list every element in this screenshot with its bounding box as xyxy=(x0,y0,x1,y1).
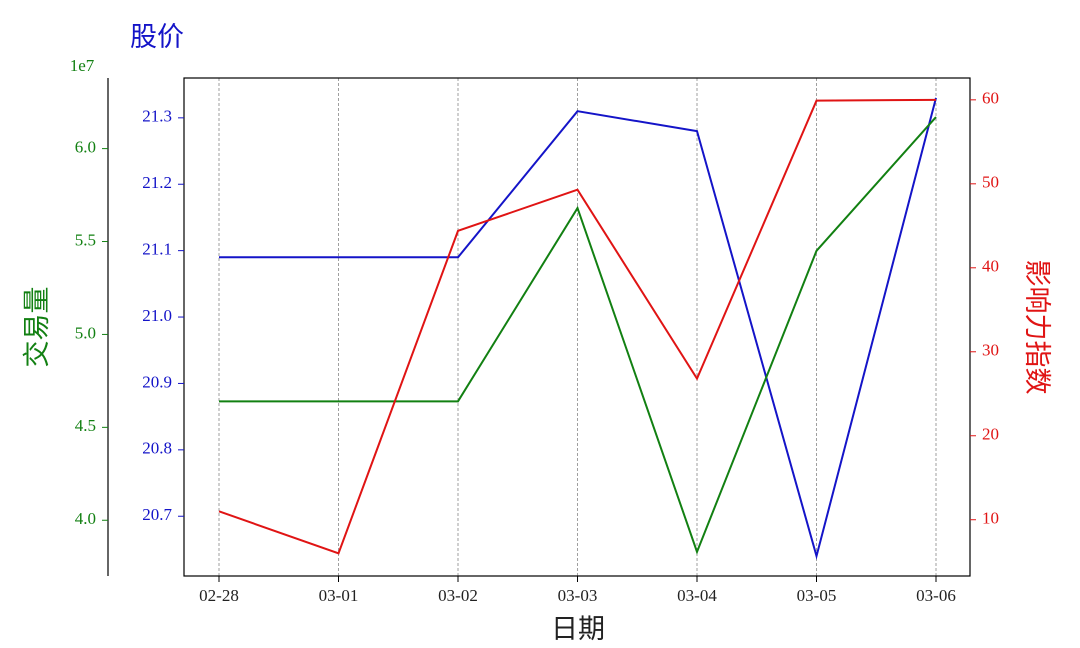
chart-title: 股价 xyxy=(130,22,184,52)
x-axis-label: 日期 xyxy=(551,614,605,644)
y-tick-label: 21.3 xyxy=(142,107,172,126)
y2-tick-label: 4.5 xyxy=(75,416,96,435)
series-line xyxy=(218,98,937,555)
y2-tick-label: 4.0 xyxy=(75,509,96,528)
y2-axis-label: 交易量 xyxy=(22,287,52,368)
x-tick-label: 03-03 xyxy=(558,586,598,605)
y3-tick-label: 30 xyxy=(982,341,999,360)
y2-tick-label: 6.0 xyxy=(75,138,96,157)
y-tick-label: 20.7 xyxy=(142,505,172,524)
x-tick-label: 02-28 xyxy=(199,586,239,605)
series-line xyxy=(219,97,937,560)
y3-tick-label: 10 xyxy=(982,509,999,528)
y3-tick-label: 50 xyxy=(982,173,999,192)
y-tick-label: 20.8 xyxy=(142,439,172,458)
y2-tick-label: 5.0 xyxy=(75,323,96,342)
y-tick-label: 20.9 xyxy=(142,372,172,391)
y3-tick-label: 20 xyxy=(982,425,999,444)
series-line xyxy=(219,116,937,555)
y2-tick-label: 5.5 xyxy=(75,230,96,249)
x-tick-label: 03-02 xyxy=(438,586,478,605)
y3-tick-label: 60 xyxy=(982,89,999,108)
plot-frame xyxy=(183,77,971,577)
y-tick-label: 21.0 xyxy=(142,306,172,325)
y-tick-label: 21.1 xyxy=(142,240,172,259)
y2-offset-label: 1e7 xyxy=(70,56,95,75)
x-tick-label: 03-06 xyxy=(916,586,956,605)
x-tick-label: 03-05 xyxy=(797,586,837,605)
y3-axis-label: 影响力指数 xyxy=(1022,260,1052,395)
y3-tick-label: 40 xyxy=(982,257,999,276)
y-tick-label: 21.2 xyxy=(142,173,172,192)
x-tick-label: 03-04 xyxy=(677,586,717,605)
x-tick-label: 03-01 xyxy=(319,586,359,605)
